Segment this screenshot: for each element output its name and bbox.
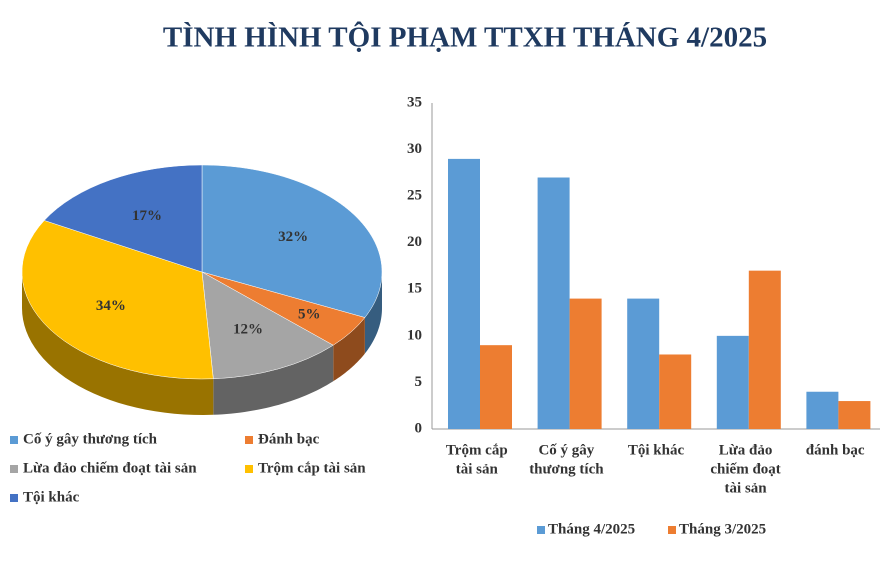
legend-label: Tháng 3/2025 xyxy=(679,521,766,537)
legend-swatch xyxy=(10,465,18,473)
y-tick-label: 15 xyxy=(407,281,422,297)
bar xyxy=(569,298,602,429)
legend-swatch xyxy=(10,436,18,444)
pie-label: 17% xyxy=(132,208,162,224)
legend-label: Tháng 4/2025 xyxy=(548,521,635,537)
y-tick-label: 5 xyxy=(415,374,423,390)
bar xyxy=(480,345,512,429)
y-tick-label: 30 xyxy=(407,141,422,157)
legend-swatch xyxy=(668,526,676,534)
bar xyxy=(659,354,692,429)
bar xyxy=(838,401,871,429)
pie-side xyxy=(364,272,382,354)
legend-swatch xyxy=(537,526,545,534)
bar xyxy=(448,158,480,429)
y-tick-label: 25 xyxy=(407,188,422,204)
x-tick-label: chiếm đoạt xyxy=(710,461,780,477)
pie-slice xyxy=(43,164,203,273)
legend-swatch xyxy=(245,436,253,444)
legend-swatch xyxy=(10,494,18,502)
pie-slice xyxy=(201,271,334,380)
pie-label: 32% xyxy=(278,229,308,245)
x-tick-label: Tội khác xyxy=(628,442,685,458)
bar xyxy=(748,270,781,429)
x-tick-label: thương tích xyxy=(529,461,604,477)
bar xyxy=(806,391,839,429)
x-tick-label: đánh bạc xyxy=(806,442,865,458)
pie-label: 12% xyxy=(233,322,263,338)
x-tick-label: tài sản xyxy=(456,461,499,477)
x-tick-label: Lừa đảo xyxy=(719,442,773,458)
legend-label: Trộm cắp tài sản xyxy=(258,460,366,476)
y-tick-label: 35 xyxy=(407,94,422,110)
legend-swatch xyxy=(245,465,253,473)
pie-label: 5% xyxy=(298,307,321,323)
bar xyxy=(537,177,570,429)
y-tick-label: 20 xyxy=(407,234,422,250)
bar xyxy=(716,335,749,429)
x-tick-label: Trộm cắp xyxy=(446,442,508,458)
pie-side xyxy=(213,345,334,415)
legend-label: Tội khác xyxy=(23,489,80,505)
pie-label: 34% xyxy=(96,298,126,314)
x-tick-label: tài sản xyxy=(725,480,768,496)
x-tick-label: Cố ý gây xyxy=(538,442,594,458)
bar xyxy=(627,298,660,429)
pie-side xyxy=(333,317,365,382)
y-tick-label: 10 xyxy=(407,327,422,343)
legend-label: Đánh bạc xyxy=(258,431,320,447)
page-title: TÌNH HÌNH TỘI PHẠM TTXH THÁNG 4/2025 xyxy=(163,21,767,54)
pie-side xyxy=(22,272,214,415)
y-tick-label: 0 xyxy=(415,420,423,436)
legend-label: Cố ý gây thương tích xyxy=(23,431,158,447)
pie-slice xyxy=(201,164,383,318)
legend-label: Lừa đảo chiếm đoạt tài sản xyxy=(23,460,197,476)
